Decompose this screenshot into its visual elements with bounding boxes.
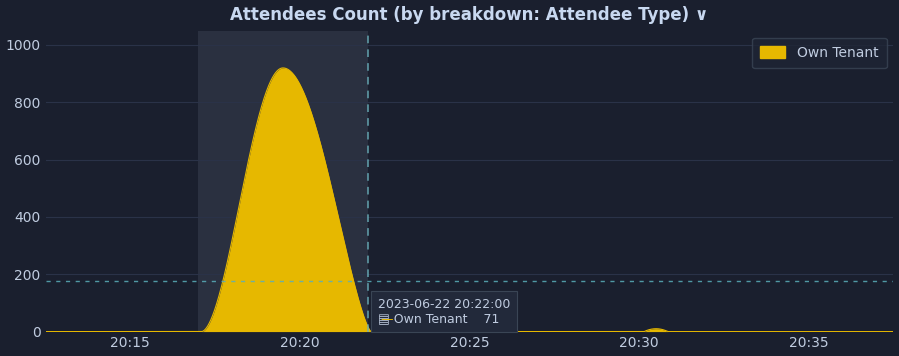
Legend: Own Tenant: Own Tenant [752, 38, 886, 68]
Text: —: — [380, 313, 393, 326]
Text: 2023-06-22 20:22:00
▤ Own Tenant    71: 2023-06-22 20:22:00 ▤ Own Tenant 71 [378, 298, 511, 326]
Title: Attendees Count (by breakdown: Attendee Type) ∨: Attendees Count (by breakdown: Attendee … [230, 6, 708, 23]
Bar [198, 31, 368, 331]
